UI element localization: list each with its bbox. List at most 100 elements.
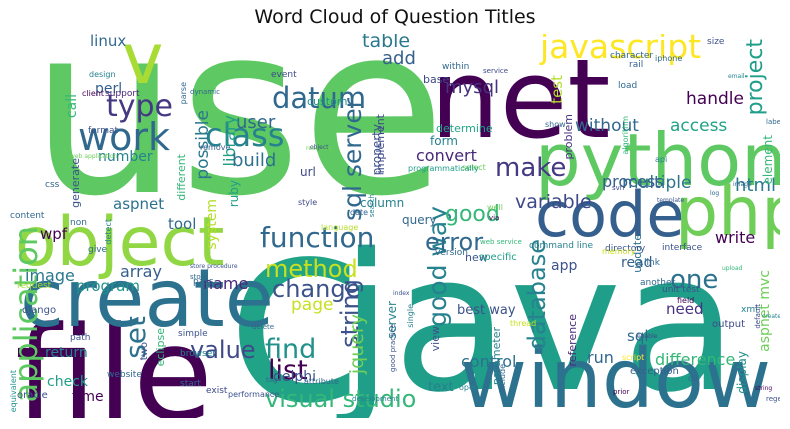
word-cloud: use java c file net create window python object c…	[10, 34, 780, 418]
word-display: display	[735, 351, 749, 394]
word-sql: sql	[627, 327, 649, 345]
word-image: image	[25, 266, 75, 285]
word-style: style	[298, 198, 318, 207]
word-object: object	[310, 144, 329, 151]
word-difference: difference	[655, 350, 736, 369]
word-c: c	[225, 163, 366, 418]
word-pass: pass	[193, 277, 214, 287]
word-one: one	[670, 265, 719, 295]
word-development: development	[352, 395, 399, 403]
word-character: character	[610, 51, 654, 61]
word-search: search	[368, 194, 376, 218]
word-text: text	[428, 380, 454, 395]
word-browser: browser	[180, 349, 217, 359]
word-aspnet: aspnet	[113, 195, 165, 213]
word-remove: remove	[200, 143, 231, 152]
word-interface: interface	[662, 243, 703, 253]
word-convert: convert	[416, 146, 477, 165]
word-url: url	[300, 165, 316, 179]
word-css: css	[45, 180, 60, 190]
word-design: design	[89, 70, 116, 79]
word-field: field	[677, 296, 695, 305]
word-program: program	[76, 277, 141, 295]
word-enable: enable	[637, 333, 658, 340]
word-type: type	[106, 89, 174, 124]
word-cloud-area: use java c file net create window python object c…	[10, 34, 780, 418]
word-return: return	[45, 345, 88, 361]
word-date: date	[350, 208, 369, 217]
word-store-procedure: store procedure	[190, 263, 238, 270]
word-request: request	[17, 281, 52, 291]
word-table: table	[362, 34, 411, 52]
word-delete: delete	[252, 323, 275, 331]
word-javascript: javascript	[540, 34, 702, 66]
word-test: test	[548, 75, 566, 104]
word-size: size	[707, 37, 725, 47]
word-web-service: web service	[480, 238, 522, 246]
word-jquery: jquery	[346, 314, 368, 375]
word-show: show	[545, 120, 566, 129]
word-control: control	[461, 352, 517, 371]
word-error: error	[425, 228, 484, 256]
word-open: open	[459, 383, 479, 392]
word-performance: performance	[228, 390, 280, 399]
word-eclipse: eclipse	[154, 328, 167, 367]
word-detect: detect	[104, 219, 113, 245]
word-add: add	[382, 48, 416, 69]
word-web-application: web application	[70, 153, 118, 160]
word-base: base	[423, 73, 450, 86]
word-service: service	[483, 67, 509, 75]
word-rail: rail	[629, 60, 644, 70]
word-attribute: attribute	[304, 377, 339, 386]
word-access: access	[670, 116, 728, 136]
word-system: system	[204, 199, 220, 250]
word-method: method	[265, 255, 358, 283]
word-view: view	[429, 326, 442, 352]
word-give: give	[88, 245, 108, 255]
word-single: single	[406, 304, 415, 328]
word-value: value	[190, 336, 256, 364]
word-via: via	[489, 214, 500, 222]
word-start: start	[180, 379, 201, 389]
word-regex: regex	[766, 395, 780, 403]
word-simple: simple	[178, 329, 208, 339]
word-specific: specific	[479, 252, 517, 263]
word-visual-studio: visual studio	[265, 385, 417, 413]
word-format: format	[88, 126, 119, 136]
word-email: email	[728, 73, 745, 80]
word-class: class	[205, 116, 285, 154]
word-make: make	[495, 153, 567, 183]
word-build: build	[232, 150, 277, 171]
word-client: client	[82, 89, 104, 98]
word-project: project	[743, 39, 768, 116]
word-new: new	[465, 251, 488, 264]
word-dynamic: dynamic	[190, 88, 220, 96]
word-python: python	[535, 118, 780, 202]
word-element: element	[761, 135, 775, 185]
word-page: page	[291, 295, 334, 315]
word-dll: dll	[688, 374, 698, 383]
word-tool: tool	[168, 215, 197, 233]
word-another: another	[640, 278, 676, 288]
word-path: path	[70, 333, 91, 343]
word-iphone: iphone	[655, 54, 683, 63]
word-html: html	[735, 175, 777, 196]
word-good: good	[445, 202, 500, 227]
word-label: label	[766, 118, 780, 126]
word-index: index	[393, 290, 410, 297]
word-oracle: oracle	[17, 390, 48, 401]
word-datum: datum	[272, 81, 367, 115]
word-find: find	[265, 334, 317, 365]
word-window: window	[460, 332, 772, 419]
word-content: content	[10, 211, 45, 221]
word-store: store	[190, 273, 208, 281]
word-event: event	[271, 70, 297, 80]
word-linux: linux	[90, 34, 127, 50]
word-mysql: mysql	[445, 77, 499, 98]
word-user: user	[236, 112, 276, 133]
word-programmatically: programmatically	[408, 164, 479, 173]
word-load: load	[618, 81, 638, 91]
word-work: work	[78, 115, 170, 159]
word-two: two	[139, 342, 150, 361]
word-variable: variable	[515, 191, 592, 213]
